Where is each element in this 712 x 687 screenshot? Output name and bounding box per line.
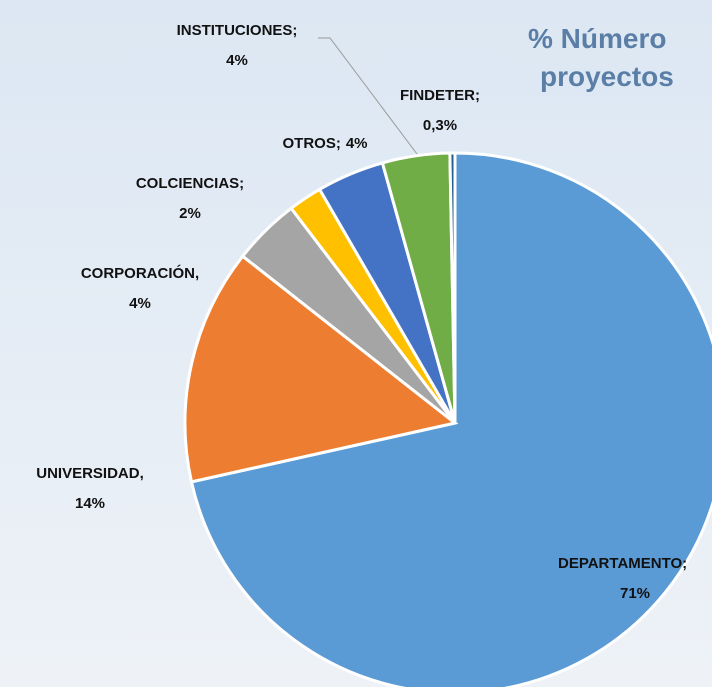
pie-slice	[183, 254, 459, 484]
label-category: FINDETER	[400, 87, 475, 104]
label-category: DEPARTAMENTO	[558, 555, 683, 572]
data-label: UNIVERSIDAD, 14%	[36, 465, 144, 512]
label-value: 4%	[226, 52, 248, 69]
data-label: FINDETER; 0,3%	[400, 87, 480, 134]
label-separator: ;	[239, 175, 244, 192]
data-label: DEPARTAMENTO; 71%	[558, 555, 687, 602]
leader-line	[318, 37, 421, 159]
label-separator: ;	[475, 87, 480, 104]
label-value: 0,3%	[423, 117, 457, 134]
label-separator: ;	[682, 555, 687, 572]
data-label: COLCIENCIAS; 2%	[136, 175, 244, 222]
slices	[183, 151, 712, 687]
label-category: COLCIENCIAS	[136, 175, 239, 192]
chart-title: proyectos	[540, 61, 674, 92]
data-label: OTROS; 4%	[282, 135, 367, 152]
label-separator: ;	[336, 135, 341, 152]
label-category: CORPORACIÓN	[81, 264, 195, 282]
label-value: 14%	[75, 495, 105, 512]
label-category: OTROS	[282, 135, 335, 152]
label-value: 71%	[620, 585, 650, 602]
label-separator: ;	[292, 22, 297, 39]
label-value: 4%	[346, 135, 368, 152]
pie-slice	[189, 151, 712, 687]
data-label: INSTITUCIONES; 4%	[177, 22, 298, 69]
label-value: 2%	[179, 205, 201, 222]
chart-title: % Número	[528, 23, 666, 54]
label-value: 4%	[129, 295, 151, 312]
label-category: INSTITUCIONES	[177, 22, 293, 39]
label-category: UNIVERSIDAD	[36, 465, 140, 482]
label-separator: ,	[140, 465, 144, 482]
label-separator: ,	[195, 265, 199, 282]
data-label: CORPORACIÓN, 4%	[81, 264, 199, 312]
pie-slice	[448, 151, 457, 424]
